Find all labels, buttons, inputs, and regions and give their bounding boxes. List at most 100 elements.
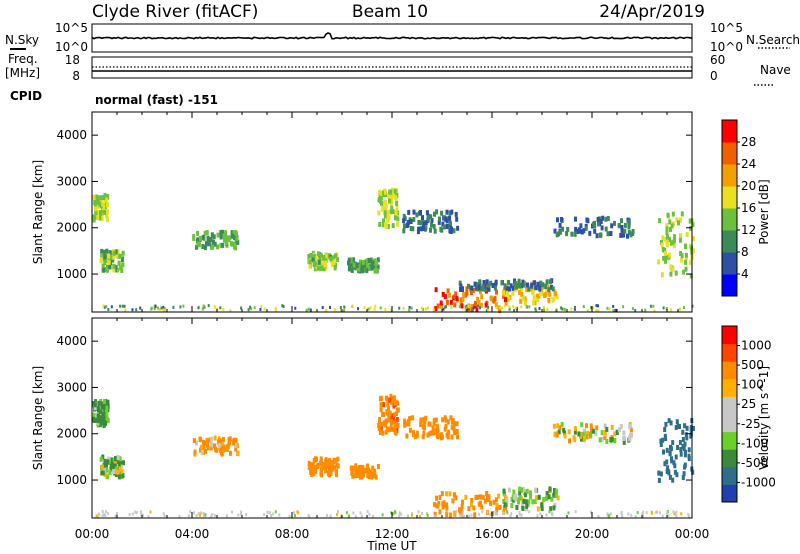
data-cell — [419, 226, 423, 232]
data-cell — [374, 474, 378, 480]
data-cell — [100, 470, 104, 476]
data-cell — [629, 432, 632, 438]
data-cell — [510, 503, 514, 508]
data-cell — [631, 307, 634, 311]
data-cell — [111, 254, 115, 260]
data-cell — [553, 488, 556, 493]
data-cell — [613, 438, 617, 443]
data-cell — [652, 304, 655, 308]
data-cell — [135, 511, 138, 515]
data-cell — [669, 226, 672, 232]
data-cell — [487, 282, 491, 288]
data-cell — [373, 263, 377, 269]
data-cell — [340, 309, 342, 312]
data-cell — [511, 285, 515, 291]
data-cell — [540, 291, 544, 296]
data-cell — [668, 252, 672, 258]
data-cell — [108, 250, 112, 256]
data-cell — [597, 221, 600, 227]
xtick-label: 20:00 — [575, 527, 610, 541]
data-cell — [222, 233, 226, 239]
data-cell — [681, 429, 685, 435]
data-cell — [595, 308, 598, 312]
data-cell — [234, 437, 238, 443]
data-cell — [464, 292, 468, 298]
data-cell — [390, 419, 394, 425]
data-cell — [672, 460, 676, 466]
velocity-colorbar: 1000 500 100 25 -25 -100 -500 -1000 — [721, 325, 776, 503]
data-cell — [324, 257, 328, 263]
data-cell — [195, 514, 198, 518]
data-cell — [436, 303, 440, 309]
data-cell — [199, 447, 202, 453]
data-cell — [680, 257, 684, 263]
data-cell — [655, 510, 657, 514]
data-cell — [684, 252, 688, 258]
data-cell — [224, 232, 228, 237]
data-cell — [604, 216, 608, 222]
data-cell — [112, 267, 116, 273]
data-cell — [377, 425, 381, 431]
data-cell — [459, 514, 462, 517]
data-cell — [622, 436, 626, 441]
data-cell — [379, 402, 383, 408]
power-panel: 1000 2000 3000 4000 Slant Range [km] 4 8 12 16… — [31, 111, 771, 313]
data-cell — [366, 510, 369, 514]
data-cell — [518, 290, 522, 295]
data-cell — [334, 253, 338, 259]
colorbar-tick-label: -500 — [741, 456, 768, 470]
xtick-label: 00:00 — [675, 527, 710, 541]
data-cell — [469, 290, 473, 296]
data-cell — [455, 421, 459, 427]
data-cell — [671, 477, 675, 483]
data-cell — [100, 401, 104, 407]
data-cell — [104, 258, 108, 263]
data-cell — [474, 300, 477, 306]
colorbar-segment — [722, 484, 737, 503]
data-cell — [610, 436, 614, 442]
data-cell — [307, 307, 310, 311]
data-cell — [389, 209, 393, 215]
data-cell — [658, 218, 662, 224]
data-cell — [515, 505, 519, 510]
data-cell — [551, 297, 555, 303]
data-cell — [203, 230, 207, 236]
data-cell — [609, 512, 612, 516]
data-cell — [449, 415, 453, 421]
data-cell — [153, 307, 156, 311]
data-cell — [406, 220, 410, 225]
data-cell — [416, 229, 420, 235]
data-cell — [319, 252, 323, 258]
data-cell — [563, 433, 567, 439]
data-cell — [117, 474, 121, 480]
data-cell — [417, 220, 421, 225]
data-cell — [360, 473, 364, 479]
data-cell — [402, 228, 406, 234]
data-cell — [110, 457, 114, 463]
data-cell — [443, 415, 447, 421]
data-cell — [481, 284, 485, 290]
data-cell — [681, 437, 685, 442]
data-cell — [393, 188, 397, 194]
data-cell — [101, 514, 104, 518]
data-cell — [189, 510, 192, 514]
data-cell — [560, 306, 563, 310]
data-cell — [421, 215, 424, 221]
colorbar-segment — [722, 274, 737, 297]
colorbar-segment — [722, 343, 737, 362]
data-cell — [673, 469, 677, 475]
data-cell — [682, 471, 686, 477]
data-cell — [433, 502, 436, 508]
data-cell — [662, 255, 666, 261]
data-cell — [351, 473, 355, 479]
data-cell — [453, 492, 457, 498]
data-cell — [574, 306, 576, 309]
data-cell — [373, 307, 376, 311]
data-cell — [368, 512, 371, 516]
data-cell — [513, 309, 516, 312]
data-cell — [333, 265, 337, 271]
data-cell — [358, 471, 361, 477]
data-cell — [315, 255, 319, 261]
data-cell — [574, 226, 578, 232]
data-cell — [518, 511, 521, 515]
